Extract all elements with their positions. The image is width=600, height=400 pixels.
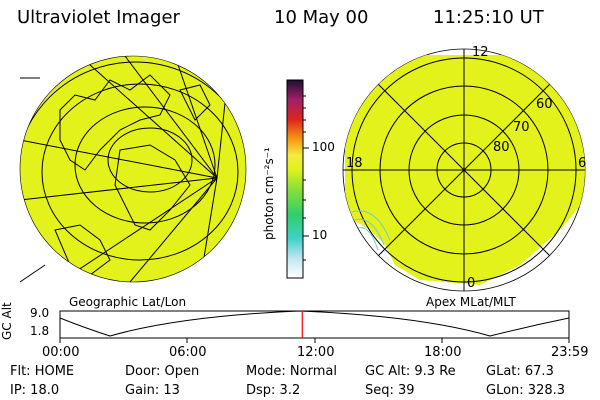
observation-time: 11:25:10 UT (433, 7, 544, 28)
geographic-disk (19, 55, 247, 283)
timeline-ytick-low: 1.8 (30, 324, 50, 338)
status-door: Door: Open (125, 364, 200, 379)
mlt-label-left: 18 (346, 156, 363, 171)
timeline-xtick-1: 06:00 (169, 345, 207, 360)
mlt-label-top: 12 (472, 45, 489, 60)
status-mode: Mode: Normal (246, 364, 337, 379)
status-glat: GLat: 67.3 (486, 364, 554, 379)
status-gc-alt: GC Alt: 9.3 Re (365, 364, 456, 379)
lat-label-60: 60 (536, 97, 553, 112)
status-flight: Flt: HOME (10, 364, 75, 379)
mlt-label-right: 6 (578, 156, 587, 171)
altitude-timeline (59, 310, 570, 343)
geographic-caption: Geographic Lat/Lon (69, 295, 187, 309)
timeline-xtick-3: 18:00 (424, 345, 462, 360)
mlt-label-bottom: 0 (467, 276, 476, 291)
colorbar-tick-100: 100 (312, 140, 335, 154)
timeline-y-label: GC Alt (0, 302, 14, 340)
lat-label-70: 70 (513, 120, 530, 135)
timeline-xtick-4: 23:59 (551, 345, 589, 360)
colorbar (286, 79, 309, 279)
observation-date: 10 May 00 (274, 7, 369, 28)
instrument-title: Ultraviolet Imager (17, 7, 180, 28)
status-seq: Seq: 39 (365, 383, 415, 398)
status-dsp: Dsp: 3.2 (246, 383, 301, 398)
status-glon: GLon: 328.3 (486, 383, 566, 398)
colorbar-tick-10: 10 (312, 228, 328, 242)
magnetic-caption: Apex MLat/MLT (426, 295, 516, 309)
status-gain: Gain: 13 (125, 383, 180, 398)
timeline-xtick-0: 00:00 (42, 345, 80, 360)
colorbar-unit-label: photon cm⁻²s⁻¹ (262, 147, 276, 240)
status-ip: IP: 18.0 (10, 383, 60, 398)
timeline-ytick-high: 9.0 (30, 306, 50, 320)
timeline-xtick-2: 12:00 (297, 345, 335, 360)
lat-label-80: 80 (493, 140, 510, 155)
magnetic-disk (342, 48, 586, 292)
